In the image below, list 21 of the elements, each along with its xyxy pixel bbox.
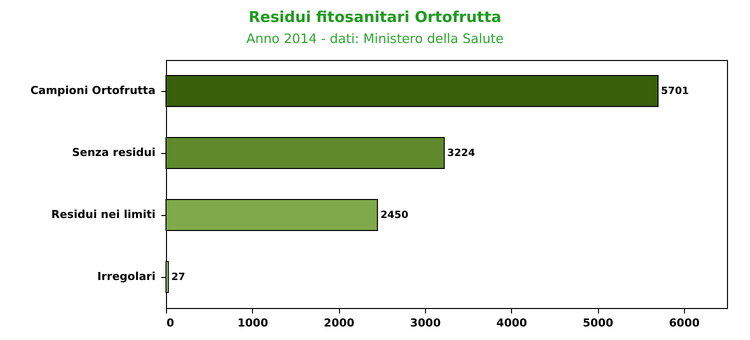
x-tick-label: 5000 bbox=[582, 316, 614, 330]
data-label: 2450 bbox=[380, 210, 408, 221]
chart-subtitle: Anno 2014 - dati: Ministero della Salute bbox=[246, 32, 504, 47]
x-tick-label: 3000 bbox=[410, 316, 442, 330]
data-label: 3224 bbox=[447, 148, 476, 159]
y-tick-label: Campioni Ortofrutta bbox=[30, 84, 156, 97]
x-tick-label: 2000 bbox=[324, 316, 355, 330]
data-label: 27 bbox=[171, 272, 186, 283]
x-tick-label: 6000 bbox=[669, 316, 700, 330]
data-label: 5701 bbox=[661, 86, 689, 97]
x-tick-label: 0 bbox=[166, 316, 174, 330]
y-tick-label: Residui nei limiti bbox=[51, 208, 156, 221]
x-tick-label: 1000 bbox=[237, 316, 268, 330]
y-tick-label: Irregolari bbox=[97, 270, 156, 283]
y-tick-label: Senza residui bbox=[72, 146, 156, 159]
bar bbox=[166, 137, 445, 169]
bar bbox=[166, 199, 378, 231]
chart-title: Residui fitosanitari Ortofrutta bbox=[248, 8, 502, 26]
x-tick-label: 4000 bbox=[496, 316, 528, 330]
bar bbox=[166, 261, 169, 293]
bar bbox=[166, 75, 659, 107]
